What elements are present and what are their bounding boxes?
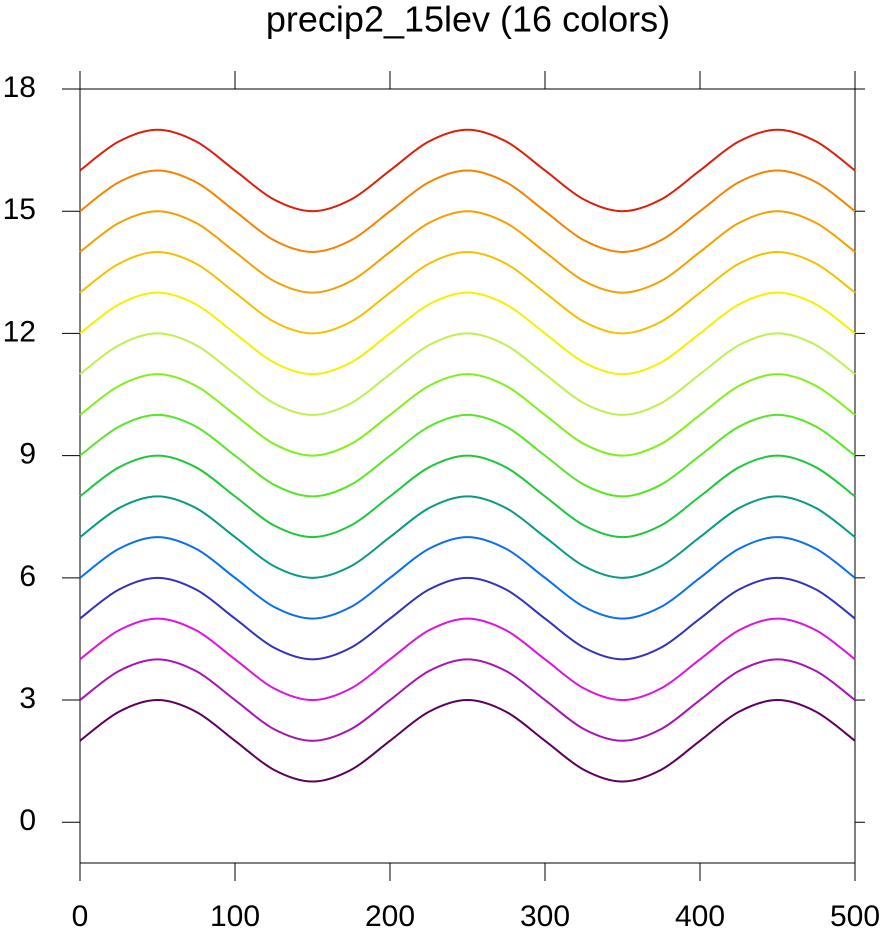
- line-series: [79, 658, 856, 742]
- y-tick-label: 15: [3, 193, 36, 226]
- line-series: [79, 250, 856, 335]
- x-tick-label: 500: [830, 900, 880, 933]
- line-series: [79, 413, 856, 498]
- line-series: [79, 454, 856, 539]
- chart-title: precip2_15lev (16 colors): [266, 0, 670, 40]
- line-series: [79, 536, 856, 620]
- line-series: [79, 169, 856, 253]
- line-series: [79, 373, 856, 457]
- y-tick-label: 9: [19, 438, 36, 471]
- x-tick-label: 100: [210, 900, 260, 933]
- y-tick-label: 6: [19, 560, 36, 593]
- x-tick-label: 300: [520, 900, 570, 933]
- line-series: [79, 495, 856, 579]
- y-tick-label: 12: [3, 315, 36, 348]
- line-series: [79, 210, 856, 294]
- y-tick-label: 18: [3, 71, 36, 104]
- x-tick-label: 0: [72, 900, 89, 933]
- y-tick-label: 3: [19, 682, 36, 715]
- line-series: [79, 617, 856, 702]
- line-series: [79, 332, 856, 416]
- line-series: [79, 699, 856, 783]
- plot-frame: [79, 88, 856, 864]
- x-tick-label: 400: [675, 900, 725, 933]
- line-series: [79, 128, 856, 213]
- x-tick-label: 200: [365, 900, 415, 933]
- y-tick-label: 0: [19, 804, 36, 837]
- line-series: [79, 291, 856, 376]
- line-series: [79, 576, 856, 661]
